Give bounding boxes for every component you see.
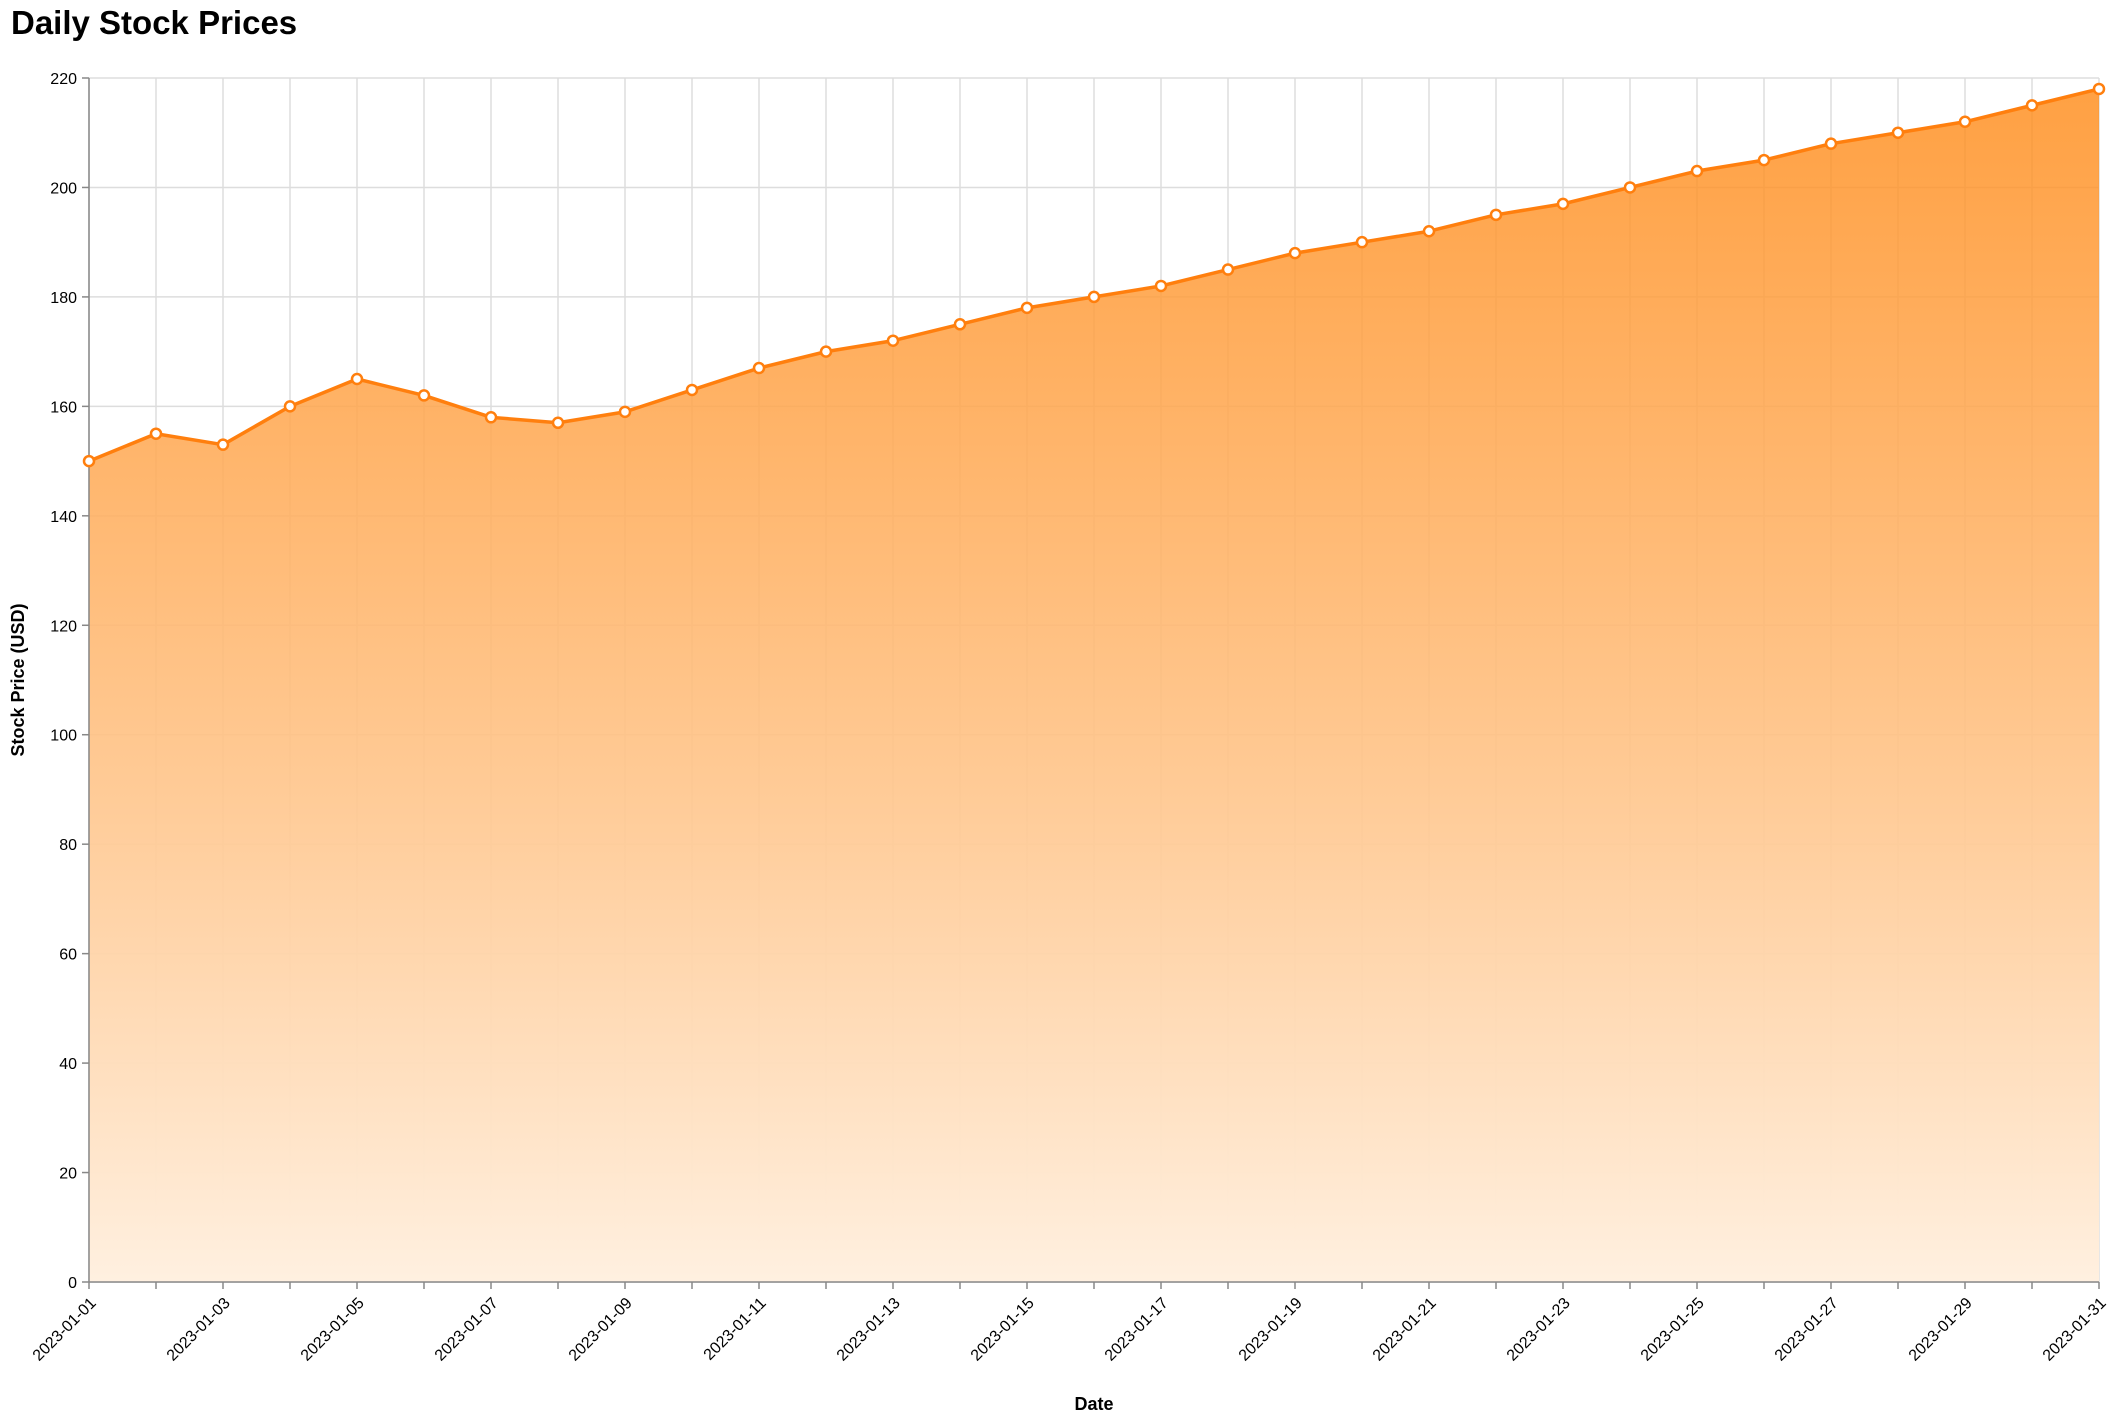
x-tick-label: 2023-01-31 — [2040, 1295, 2110, 1365]
y-tick-label: 220 — [50, 71, 77, 88]
data-point — [484, 411, 498, 424]
data-point — [1891, 126, 1905, 139]
data-point — [2025, 99, 2039, 112]
x-tick-label: 2023-01-03 — [164, 1295, 234, 1365]
area-fill — [89, 88, 2099, 1283]
x-tick-label: 2023-01-01 — [30, 1295, 100, 1365]
data-point — [1958, 115, 1972, 129]
x-tick-label: 2023-01-29 — [1906, 1295, 1976, 1365]
data-point — [685, 383, 699, 397]
x-tick-label: 2023-01-07 — [432, 1295, 502, 1365]
y-tick-label: 200 — [50, 180, 77, 197]
data-point — [2092, 82, 2106, 96]
data-point — [618, 405, 632, 419]
y-tick-label: 20 — [59, 1166, 77, 1183]
data-point — [1489, 208, 1503, 222]
y-tick-label: 60 — [59, 947, 77, 964]
x-tick-label: 2023-01-05 — [298, 1295, 368, 1365]
y-tick-label: 120 — [50, 618, 77, 635]
data-point — [1824, 137, 1838, 150]
data-point — [1690, 164, 1704, 178]
data-point — [1087, 290, 1101, 304]
y-tick-label: 140 — [50, 509, 77, 526]
x-tick-label: 2023-01-27 — [1772, 1295, 1842, 1365]
data-point — [1757, 153, 1771, 167]
data-point — [819, 345, 833, 358]
data-point — [149, 427, 163, 440]
chart-title: Daily Stock Prices — [11, 4, 298, 41]
data-point — [752, 361, 766, 375]
data-point — [417, 389, 431, 402]
y-tick-label: 180 — [50, 290, 77, 307]
data-point — [1422, 224, 1436, 238]
data-point — [1355, 235, 1369, 249]
data-point — [1154, 279, 1168, 293]
y-tick-label: 40 — [59, 1056, 77, 1073]
x-tick-label: 2023-01-13 — [834, 1295, 904, 1365]
data-point — [1020, 301, 1034, 315]
data-point — [216, 438, 230, 451]
y-tick-label: 80 — [59, 837, 77, 854]
y-tick-label: 0 — [68, 1275, 77, 1292]
data-point — [82, 454, 96, 468]
data-point — [1623, 181, 1637, 194]
data-point — [1288, 246, 1302, 260]
y-tick-label: 100 — [50, 728, 77, 745]
x-tick-label: 2023-01-11 — [701, 1295, 770, 1364]
x-tick-label: 2023-01-21 — [1370, 1295, 1440, 1365]
data-points — [82, 82, 2106, 468]
data-point — [886, 334, 900, 347]
y-tick-label: 160 — [50, 399, 77, 416]
data-point — [283, 400, 297, 413]
data-point — [551, 416, 565, 430]
data-point — [953, 318, 967, 331]
x-axis-title: Date — [1074, 1394, 1113, 1414]
y-axis-title: Stock Price (USD) — [8, 603, 28, 756]
x-tick-label: 2023-01-17 — [1102, 1295, 1172, 1365]
x-tick-label: 2023-01-09 — [566, 1295, 636, 1365]
x-tick-label: 2023-01-19 — [1236, 1295, 1306, 1365]
data-point — [1221, 263, 1235, 276]
x-tick-label: 2023-01-23 — [1504, 1295, 1574, 1365]
x-tick-label: 2023-01-15 — [968, 1295, 1038, 1365]
data-point — [350, 372, 364, 386]
data-point — [1556, 197, 1570, 211]
x-tick-label: 2023-01-25 — [1638, 1295, 1708, 1365]
